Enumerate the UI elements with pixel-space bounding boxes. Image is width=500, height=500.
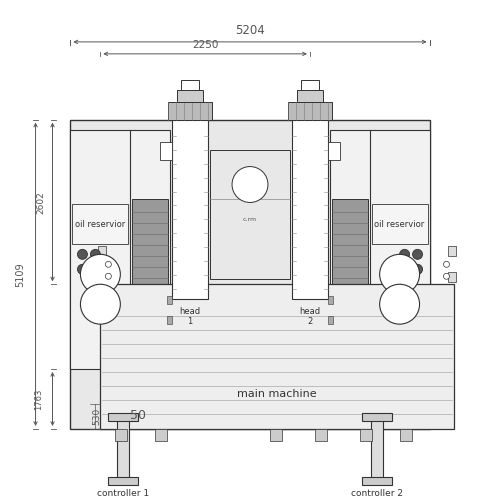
Bar <box>160 142 172 160</box>
Bar <box>301 80 319 90</box>
Bar <box>98 272 106 282</box>
Text: 2602: 2602 <box>36 191 45 214</box>
Bar <box>108 477 138 484</box>
Bar <box>168 102 212 119</box>
Bar <box>167 296 172 304</box>
Text: 1763: 1763 <box>34 388 43 409</box>
Bar <box>118 419 130 479</box>
Text: 50: 50 <box>130 410 146 422</box>
Bar <box>362 413 392 421</box>
Text: 5204: 5204 <box>235 24 265 37</box>
Bar <box>328 142 340 160</box>
Circle shape <box>90 264 101 274</box>
Text: oil reservior: oil reservior <box>76 220 126 229</box>
Circle shape <box>412 264 422 274</box>
Circle shape <box>380 254 420 294</box>
Text: main machine: main machine <box>237 389 316 399</box>
Bar <box>70 130 170 369</box>
Text: controller 2: controller 2 <box>350 488 403 498</box>
Bar <box>315 429 327 441</box>
Circle shape <box>380 284 420 324</box>
Circle shape <box>78 264 88 274</box>
Bar <box>181 80 199 90</box>
Text: controller 1: controller 1 <box>98 488 150 498</box>
Circle shape <box>106 274 112 280</box>
Bar <box>72 204 128 244</box>
Bar <box>100 284 454 429</box>
Bar <box>270 429 282 441</box>
Text: 5109: 5109 <box>16 262 26 286</box>
Bar <box>132 200 168 289</box>
Bar <box>108 413 138 421</box>
Text: 530: 530 <box>92 408 102 424</box>
Circle shape <box>80 284 120 324</box>
Bar <box>288 102 332 119</box>
Circle shape <box>106 262 112 268</box>
Circle shape <box>444 262 450 268</box>
Bar <box>70 120 430 429</box>
Text: c.rm: c.rm <box>243 217 257 222</box>
Circle shape <box>412 250 422 260</box>
Circle shape <box>400 264 409 274</box>
Bar <box>172 120 208 299</box>
Bar <box>372 204 428 244</box>
Bar <box>448 272 456 282</box>
Bar <box>98 246 106 256</box>
Bar <box>448 246 456 256</box>
Circle shape <box>232 166 268 202</box>
Text: 2250: 2250 <box>192 40 218 50</box>
Bar <box>332 200 368 289</box>
Text: oil reservior: oil reservior <box>374 220 424 229</box>
Text: head
1: head 1 <box>180 307 201 326</box>
Bar <box>167 316 172 324</box>
Circle shape <box>90 250 101 260</box>
Bar <box>330 130 430 369</box>
Circle shape <box>78 250 88 260</box>
Bar <box>328 296 333 304</box>
Bar <box>155 429 167 441</box>
Bar <box>177 90 203 102</box>
Bar <box>360 429 372 441</box>
Text: head
2: head 2 <box>300 307 320 326</box>
Bar <box>370 419 382 479</box>
Bar <box>116 429 128 441</box>
Circle shape <box>444 274 450 280</box>
Bar <box>362 477 392 484</box>
Bar <box>292 120 328 299</box>
Bar <box>297 90 323 102</box>
Bar <box>328 316 333 324</box>
Circle shape <box>400 250 409 260</box>
Circle shape <box>80 254 120 294</box>
Bar <box>400 429 411 441</box>
Bar <box>210 150 290 280</box>
